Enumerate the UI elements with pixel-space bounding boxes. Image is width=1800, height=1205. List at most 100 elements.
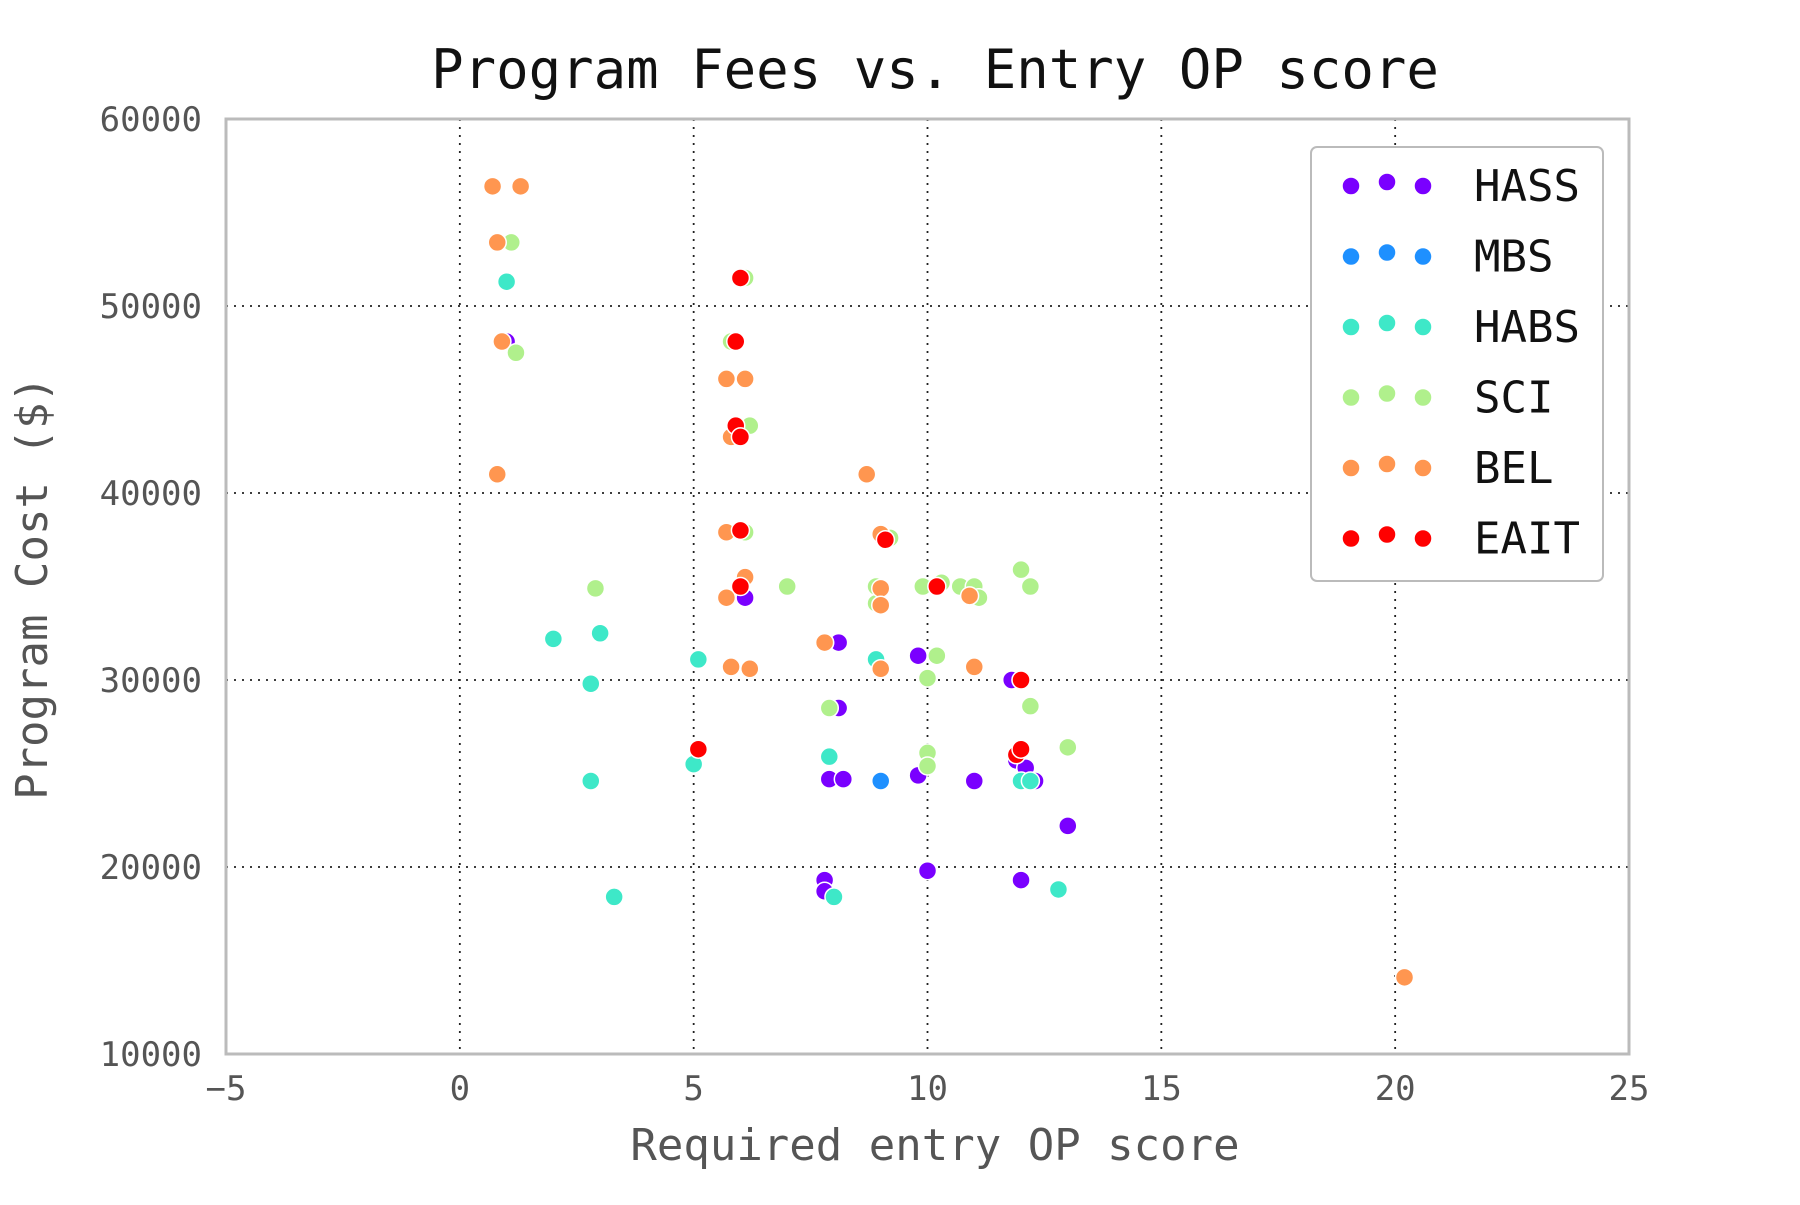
- data-point-sci: [917, 756, 938, 776]
- legend-marker: [1341, 317, 1361, 337]
- data-point-bel: [487, 232, 507, 253]
- y-tick-label: 30000: [100, 661, 202, 701]
- data-point-sci: [777, 576, 797, 597]
- y-tick-label: 60000: [100, 100, 202, 140]
- y-tick-label: 20000: [100, 848, 202, 888]
- data-point-habs: [604, 887, 624, 907]
- x-tick-label: 10: [907, 1069, 948, 1109]
- legend-label: HASS: [1474, 161, 1580, 212]
- legend-marker: [1413, 458, 1433, 478]
- data-point-bel: [870, 578, 891, 599]
- legend-entry-hass: HASS: [1341, 161, 1580, 212]
- y-tick-label: 40000: [100, 474, 202, 514]
- legend-marker: [1377, 242, 1397, 263]
- data-point-hass: [908, 645, 928, 666]
- data-point-bel: [492, 331, 512, 352]
- legend-marker: [1413, 387, 1433, 408]
- data-point-eait: [1011, 739, 1031, 759]
- data-point-eait: [927, 576, 947, 597]
- data-point-bel: [870, 659, 891, 679]
- legend-marker: [1341, 528, 1361, 549]
- data-point-habs: [819, 746, 840, 767]
- data-point-sci: [917, 668, 938, 688]
- data-point-bel: [870, 595, 891, 615]
- data-point-bel: [716, 587, 737, 608]
- data-point-habs: [543, 629, 564, 649]
- legend-marker: [1377, 454, 1397, 474]
- plot-area-frame: [224, 117, 1631, 1056]
- tick-labels: −5 0 5 10 15 20 25 10000 20000 30000 40000 50000 600…: [100, 100, 1650, 1109]
- data-point-bel: [482, 176, 503, 197]
- data-point-eait: [730, 427, 751, 447]
- x-tick-label: 15: [1141, 1069, 1182, 1109]
- data-point-habs: [1048, 879, 1069, 900]
- legend-marker: [1377, 383, 1397, 404]
- data-points: [482, 176, 1415, 988]
- legend-marker: [1377, 172, 1397, 192]
- data-point-hass: [1011, 870, 1031, 890]
- data-point-habs: [1020, 771, 1041, 791]
- data-point-sci: [819, 698, 840, 718]
- legend: HASS MBS HABS SCI BEL EAIT: [1310, 146, 1604, 582]
- data-point-sci: [1011, 559, 1031, 580]
- data-point-sci: [506, 343, 526, 363]
- data-point-bel: [721, 657, 741, 677]
- legend-label: HABS: [1474, 302, 1580, 353]
- series-mbs: [870, 771, 891, 791]
- data-point-bel: [487, 464, 507, 485]
- data-point-bel: [740, 659, 760, 679]
- legend-marker: [1377, 524, 1397, 545]
- data-point-sci: [1020, 576, 1041, 597]
- x-axis-title: Required entry OP score: [630, 1120, 1239, 1171]
- legend-label: MBS: [1474, 232, 1553, 283]
- legend-entry-eait: EAIT: [1341, 514, 1580, 565]
- legend-marker: [1413, 528, 1433, 549]
- data-point-hass: [833, 769, 854, 789]
- legend-marker: [1341, 176, 1361, 196]
- data-point-bel: [959, 586, 980, 606]
- data-point-eait: [730, 520, 751, 541]
- legend-label: BEL: [1474, 443, 1553, 494]
- legend-marker: [1341, 458, 1361, 478]
- data-point-habs: [824, 887, 844, 907]
- data-point-bel: [814, 632, 835, 653]
- data-point-eait: [726, 331, 746, 352]
- legend-label: SCI: [1474, 373, 1553, 424]
- data-point-bel: [1394, 967, 1415, 988]
- data-point-eait: [730, 268, 751, 288]
- data-point-habs: [590, 623, 610, 643]
- data-point-hass: [1058, 816, 1078, 836]
- data-point-sci: [927, 645, 947, 666]
- legend-entry-mbs: MBS: [1341, 232, 1553, 283]
- data-point-habs: [688, 649, 709, 670]
- data-point-bel: [716, 369, 737, 389]
- data-point-habs: [581, 771, 601, 791]
- data-point-mbs: [870, 771, 891, 791]
- data-point-bel: [510, 176, 531, 197]
- data-point-habs: [581, 673, 601, 694]
- data-point-bel: [856, 464, 877, 485]
- data-point-eait: [688, 739, 709, 759]
- data-point-eait: [1011, 670, 1031, 690]
- data-point-sci: [1058, 737, 1078, 758]
- legend-entry-sci: SCI: [1341, 373, 1553, 424]
- legend-marker: [1413, 176, 1433, 196]
- data-point-habs: [496, 271, 517, 292]
- y-axis-title: Program Cost ($): [7, 376, 58, 800]
- data-point-sci: [585, 578, 606, 599]
- legend-entry-habs: HABS: [1341, 302, 1580, 353]
- x-tick-label: 5: [683, 1069, 703, 1109]
- data-point-bel: [964, 657, 985, 677]
- y-tick-label: 10000: [100, 1035, 202, 1075]
- legend-entries: HASS MBS HABS SCI BEL EAIT: [1341, 161, 1580, 565]
- y-tick-label: 50000: [100, 287, 202, 327]
- legend-marker: [1341, 246, 1361, 267]
- data-point-hass: [964, 771, 985, 791]
- legend-marker: [1377, 313, 1397, 333]
- legend-label: EAIT: [1474, 514, 1580, 565]
- legend-marker: [1413, 317, 1433, 337]
- data-point-bel: [735, 369, 755, 389]
- data-point-sci: [1020, 696, 1041, 716]
- data-point-eait: [730, 576, 751, 597]
